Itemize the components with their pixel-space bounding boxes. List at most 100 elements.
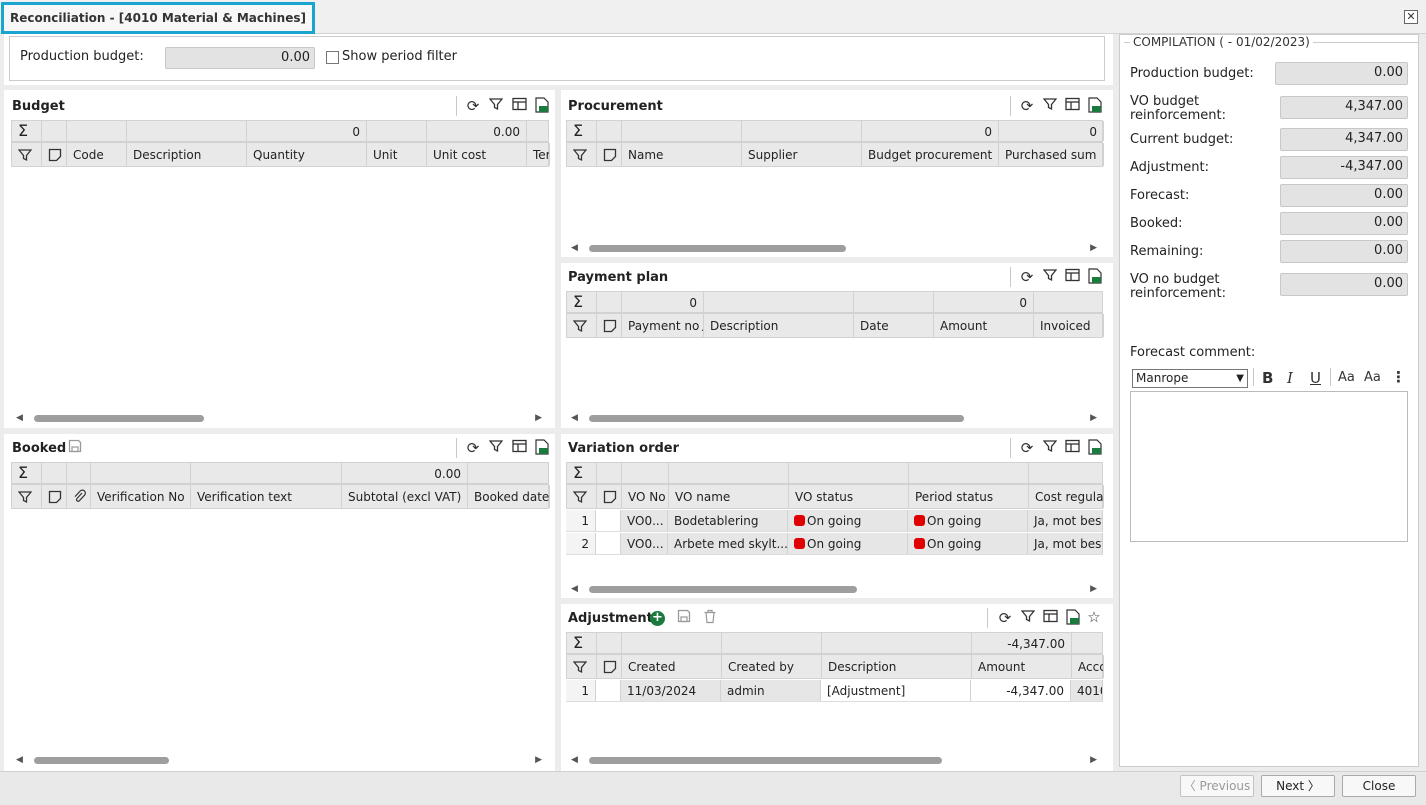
underline-button[interactable]: U [1310,369,1321,387]
adjustment-horizontal-scrollbar[interactable]: ◀ ▶ [571,755,1097,765]
column-filter-icon[interactable] [567,485,597,508]
filter-icon[interactable] [1041,439,1059,457]
column-header[interactable]: Budget procurement [862,143,999,166]
payment-plan-horizontal-scrollbar[interactable]: ◀ ▶ [571,413,1097,423]
table-row[interactable]: 2 VO0... Arbete med skylt... On going On… [566,533,1103,555]
refresh-icon[interactable]: ⟳ [1020,439,1034,457]
refresh-icon[interactable]: ⟳ [998,609,1012,627]
table-row[interactable]: 1 11/03/2024 admin [Adjustment] -4,347.0… [566,680,1103,702]
booked-horizontal-scrollbar[interactable]: ◀ ▶ [16,755,542,765]
column-header[interactable]: Accc [1072,655,1104,678]
column-header[interactable]: Subtotal (excl VAT) [342,485,468,508]
variation-order-horizontal-scrollbar[interactable]: ◀ ▶ [571,584,1097,594]
column-header[interactable]: Purchased sum [999,143,1104,166]
column-header[interactable]: Ter [527,143,550,166]
procurement-panel-title: Procurement [568,99,663,114]
filter-icon[interactable] [487,97,505,115]
sum-icon[interactable]: Σ [567,633,597,653]
show-period-filter-checkbox[interactable] [326,51,339,64]
column-header[interactable]: Unit cost [427,143,527,166]
filter-icon[interactable] [1019,609,1037,627]
column-header[interactable]: Description [822,655,972,678]
sum-icon[interactable]: Σ [12,121,42,141]
delete-icon[interactable] [701,609,719,627]
font-color-button[interactable]: Aa [1364,370,1381,385]
column-filter-icon[interactable] [12,143,42,166]
export-excel-icon[interactable] [532,97,550,115]
next-button[interactable]: Next 〉 [1261,775,1335,797]
column-header[interactable]: Verification text [191,485,342,508]
table-row[interactable]: 1 VO0... Bodetablering On going On going… [566,510,1103,532]
export-excel-icon[interactable] [1085,268,1103,286]
refresh-icon[interactable]: ⟳ [466,97,480,115]
star-icon[interactable]: ☆ [1087,608,1101,626]
column-filter-icon[interactable] [567,143,597,166]
column-filter-icon[interactable] [567,314,597,337]
sum-icon[interactable]: Σ [12,463,42,483]
column-chooser-icon[interactable] [1063,97,1081,115]
column-header[interactable]: Verification No [91,485,191,508]
refresh-icon[interactable]: ⟳ [1020,268,1034,286]
payment-plan-sum-row: Σ 0 0 [566,291,1103,313]
filter-icon[interactable] [1041,268,1059,286]
column-header[interactable]: Period status [909,485,1029,508]
column-header[interactable]: VO status [789,485,909,508]
column-header[interactable]: Booked date [468,485,550,508]
column-chooser-icon[interactable] [1063,268,1081,286]
production-budget-field[interactable]: 0.00 [165,47,315,69]
column-header[interactable]: Description [704,314,854,337]
column-header[interactable]: Invoiced [1034,314,1104,337]
column-header[interactable]: Description [127,143,247,166]
column-header[interactable]: Supplier [742,143,862,166]
save-icon[interactable] [66,439,84,457]
sum-icon[interactable]: Σ [567,121,597,141]
export-excel-icon[interactable] [1085,97,1103,115]
filter-icon[interactable] [1041,97,1059,115]
column-chooser-icon[interactable] [1063,439,1081,457]
sum-icon[interactable]: Σ [567,292,597,312]
column-header[interactable]: Created by [722,655,822,678]
export-excel-icon[interactable] [1063,609,1081,627]
previous-button[interactable]: 〈 Previous [1180,775,1254,797]
add-icon[interactable]: + [650,611,665,626]
column-header[interactable]: Cost regula [1029,485,1104,508]
forecast-comment-label: Forecast comment: [1130,345,1256,360]
column-chooser-icon[interactable] [510,97,528,115]
sum-icon[interactable]: Σ [567,463,597,483]
toolbar-separator [456,96,457,116]
column-chooser-icon[interactable] [510,439,528,457]
export-excel-icon[interactable] [532,439,550,457]
font-family-select[interactable]: Manrope ▼ [1132,369,1248,388]
column-chooser-icon[interactable] [1041,609,1059,627]
column-header[interactable]: Amount [934,314,1034,337]
refresh-icon[interactable]: ⟳ [1020,97,1034,115]
attachment-icon [67,485,91,508]
font-size-button[interactable]: Aa [1338,370,1355,385]
close-button[interactable]: Close [1342,775,1416,797]
column-header[interactable]: Created [622,655,722,678]
column-header[interactable]: Payment no ▲ [622,314,704,337]
column-header[interactable]: Date [854,314,934,337]
save-icon[interactable] [675,609,693,627]
forecast-comment-editor[interactable] [1130,391,1408,542]
export-excel-icon[interactable] [1085,439,1103,457]
budget-horizontal-scrollbar[interactable]: ◀ ▶ [16,413,542,423]
bold-button[interactable]: B [1262,369,1274,387]
column-header[interactable]: Code [67,143,127,166]
column-filter-icon[interactable] [567,655,597,678]
close-window-icon[interactable]: ✕ [1404,10,1418,24]
column-header[interactable]: Unit [367,143,427,166]
italic-button[interactable]: I [1287,369,1293,387]
column-header[interactable]: Amount [972,655,1072,678]
compilation-legend: COMPILATION ( - 01/02/2023) [1130,35,1313,49]
column-filter-icon[interactable] [12,485,42,508]
column-header[interactable]: VO No [622,485,669,508]
procurement-horizontal-scrollbar[interactable]: ◀ ▶ [571,243,1097,253]
column-header[interactable]: Name [622,143,742,166]
column-header[interactable]: VO name [669,485,789,508]
more-options-icon[interactable]: ⋮ [1391,368,1406,386]
window-title-tab[interactable]: Reconciliation - [4010 Material & Machin… [1,2,315,34]
column-header[interactable]: Quantity [247,143,367,166]
filter-icon[interactable] [487,439,505,457]
refresh-icon[interactable]: ⟳ [466,439,480,457]
